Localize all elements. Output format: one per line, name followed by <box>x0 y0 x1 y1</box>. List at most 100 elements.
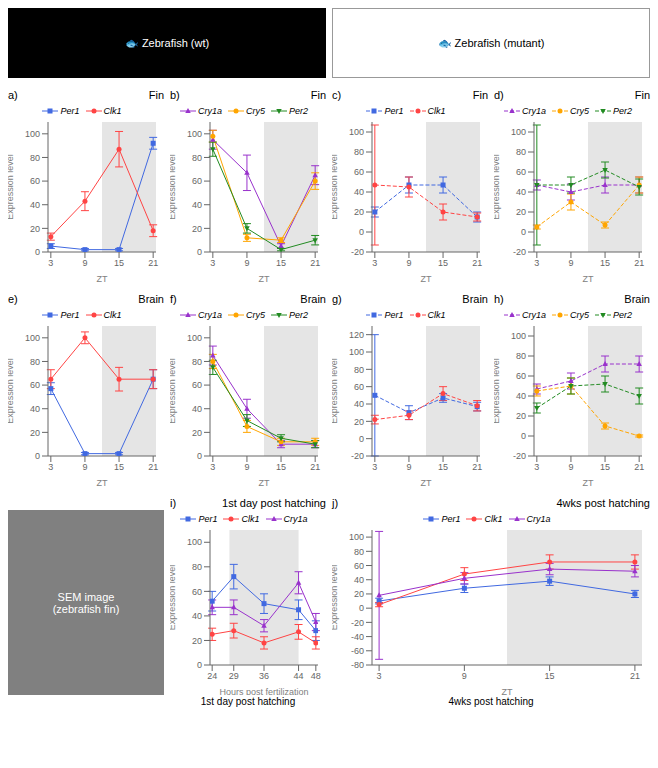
svg-text:29: 29 <box>229 671 239 681</box>
svg-text:21: 21 <box>472 258 482 268</box>
svg-text:9: 9 <box>568 462 573 472</box>
svg-text:21: 21 <box>634 462 644 472</box>
svg-text:20: 20 <box>354 417 364 427</box>
svg-text:60: 60 <box>516 371 526 381</box>
svg-text:48: 48 <box>311 671 321 681</box>
svg-text:100: 100 <box>511 127 526 137</box>
svg-text:36: 36 <box>259 671 269 681</box>
svg-text:20: 20 <box>30 224 40 234</box>
svg-text:21: 21 <box>630 671 640 681</box>
svg-text:-20: -20 <box>513 247 526 257</box>
svg-text:100: 100 <box>25 129 40 139</box>
svg-text:80: 80 <box>192 153 202 163</box>
svg-text:40: 40 <box>192 404 202 414</box>
svg-text:15: 15 <box>600 462 610 472</box>
svg-text:100: 100 <box>187 333 202 343</box>
svg-text:Expression level: Expression level <box>332 358 339 424</box>
svg-text:20: 20 <box>354 589 364 599</box>
svg-text:60: 60 <box>30 380 40 390</box>
svg-text:40: 40 <box>192 200 202 210</box>
svg-text:20: 20 <box>516 411 526 421</box>
svg-text:60: 60 <box>30 176 40 186</box>
svg-text:Expression level: Expression level <box>170 565 177 631</box>
svg-text:100: 100 <box>25 333 40 343</box>
svg-text:0: 0 <box>521 227 526 237</box>
svg-text:ZT: ZT <box>259 478 270 486</box>
svg-text:Hours post fertilization: Hours post fertilization <box>219 687 308 695</box>
svg-text:9: 9 <box>462 671 467 681</box>
svg-text:3: 3 <box>377 671 382 681</box>
svg-text:40: 40 <box>192 611 202 621</box>
svg-text:ZT: ZT <box>583 478 594 486</box>
svg-text:40: 40 <box>30 404 40 414</box>
svg-text:0: 0 <box>197 660 202 670</box>
svg-text:3: 3 <box>372 462 377 472</box>
svg-text:80: 80 <box>354 147 364 157</box>
svg-text:-20: -20 <box>351 247 364 257</box>
svg-text:ZT: ZT <box>583 274 594 282</box>
svg-text:100: 100 <box>187 537 202 547</box>
svg-text:80: 80 <box>30 357 40 367</box>
svg-text:100: 100 <box>349 532 364 542</box>
svg-text:0: 0 <box>35 451 40 461</box>
svg-text:9: 9 <box>406 258 411 268</box>
svg-text:3: 3 <box>48 258 53 268</box>
svg-text:20: 20 <box>516 207 526 217</box>
svg-text:0: 0 <box>359 603 364 613</box>
svg-text:3: 3 <box>534 258 539 268</box>
svg-text:60: 60 <box>354 167 364 177</box>
svg-text:80: 80 <box>192 357 202 367</box>
svg-text:3: 3 <box>534 462 539 472</box>
svg-text:15: 15 <box>114 258 124 268</box>
svg-text:15: 15 <box>438 258 448 268</box>
svg-text:60: 60 <box>192 380 202 390</box>
svg-text:9: 9 <box>244 258 249 268</box>
svg-text:9: 9 <box>244 462 249 472</box>
svg-text:9: 9 <box>406 462 411 472</box>
svg-text:-20: -20 <box>351 618 364 628</box>
svg-text:80: 80 <box>192 562 202 572</box>
svg-text:0: 0 <box>521 431 526 441</box>
svg-text:40: 40 <box>516 187 526 197</box>
svg-text:0: 0 <box>359 227 364 237</box>
svg-text:Expression level: Expression level <box>332 565 339 631</box>
svg-text:0: 0 <box>359 434 364 444</box>
svg-text:15: 15 <box>276 462 286 472</box>
svg-text:9: 9 <box>82 462 87 472</box>
svg-text:15: 15 <box>438 462 448 472</box>
svg-text:9: 9 <box>568 258 573 268</box>
svg-text:60: 60 <box>354 561 364 571</box>
svg-text:ZT: ZT <box>502 687 513 695</box>
svg-text:15: 15 <box>545 671 555 681</box>
svg-text:-20: -20 <box>513 451 526 461</box>
svg-text:-80: -80 <box>351 660 364 670</box>
svg-text:3: 3 <box>210 258 215 268</box>
svg-text:60: 60 <box>192 176 202 186</box>
svg-text:20: 20 <box>192 636 202 646</box>
svg-text:80: 80 <box>516 351 526 361</box>
svg-text:ZT: ZT <box>421 478 432 486</box>
svg-text:ZT: ZT <box>421 274 432 282</box>
svg-text:15: 15 <box>114 462 124 472</box>
svg-text:60: 60 <box>516 167 526 177</box>
svg-text:Expression level: Expression level <box>170 358 177 424</box>
svg-text:Expression level: Expression level <box>494 358 501 424</box>
svg-text:21: 21 <box>148 258 158 268</box>
svg-text:ZT: ZT <box>259 274 270 282</box>
svg-text:20: 20 <box>192 428 202 438</box>
svg-text:21: 21 <box>310 462 320 472</box>
svg-text:100: 100 <box>349 347 364 357</box>
svg-text:Expression level: Expression level <box>170 154 177 220</box>
svg-text:-20: -20 <box>351 451 364 461</box>
svg-text:15: 15 <box>600 258 610 268</box>
svg-text:21: 21 <box>472 462 482 472</box>
svg-text:40: 40 <box>354 399 364 409</box>
svg-text:40: 40 <box>516 391 526 401</box>
svg-text:24: 24 <box>207 671 217 681</box>
svg-text:3: 3 <box>48 462 53 472</box>
svg-text:100: 100 <box>511 331 526 341</box>
svg-text:40: 40 <box>354 575 364 585</box>
svg-text:44: 44 <box>294 671 304 681</box>
svg-text:0: 0 <box>197 247 202 257</box>
svg-text:80: 80 <box>354 547 364 557</box>
